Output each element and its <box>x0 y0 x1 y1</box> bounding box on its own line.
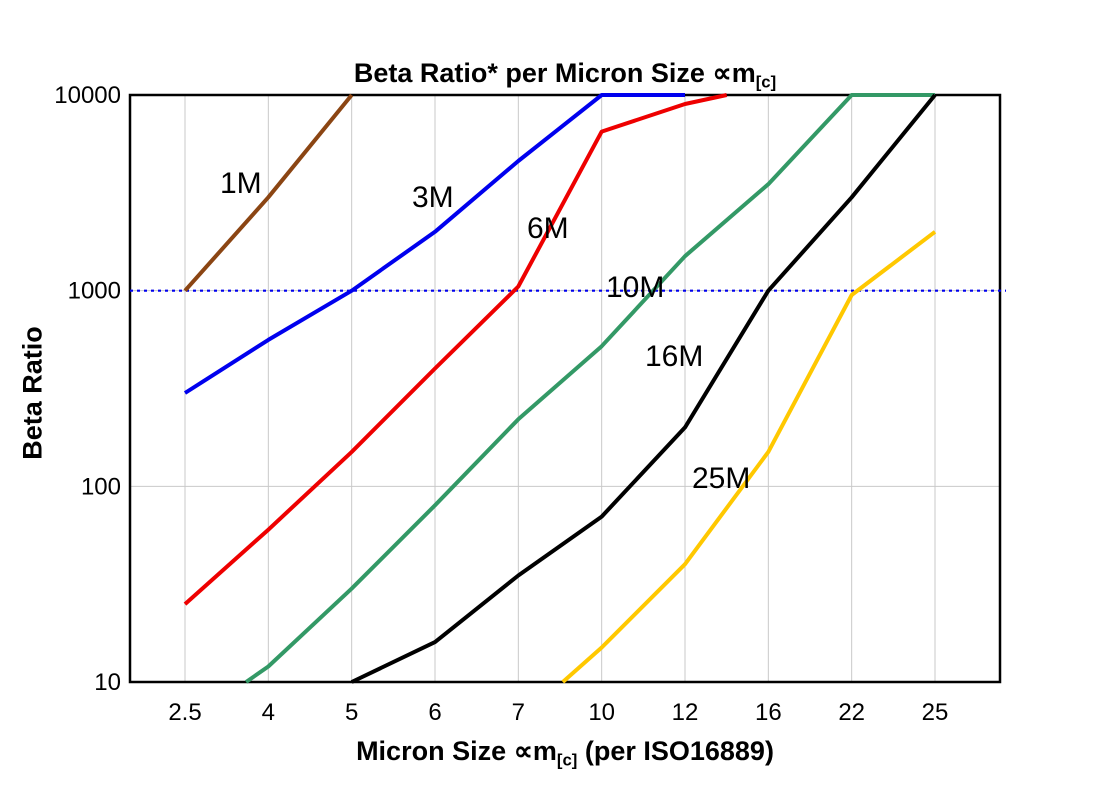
series-line-6M <box>183 93 728 606</box>
x-tick-label: 7 <box>512 699 525 726</box>
series-label-3M: 3M <box>412 181 454 214</box>
series-label-16M: 16M <box>645 340 703 373</box>
x-axis-title-text: Micron Size ∝m <box>356 736 557 766</box>
chart-title: Beta Ratio* per Micron Size ∝m[c] <box>130 58 1000 92</box>
x-tick-label: 5 <box>345 699 358 726</box>
x-tick-label: 16 <box>755 699 782 726</box>
series-line-3M <box>183 93 685 395</box>
y-tick-label: 10000 <box>54 82 121 109</box>
series-line-10M <box>244 93 935 684</box>
x-tick-label: 25 <box>922 699 949 726</box>
series-line-16M <box>350 93 937 684</box>
chart-title-subscript: [c] <box>755 72 777 92</box>
series-line-25M <box>561 230 937 684</box>
x-axis-title-subscript: [c] <box>556 750 578 770</box>
x-axis-title-post: (per ISO16889) <box>577 736 774 766</box>
series-label-6M: 6M <box>527 212 569 245</box>
x-tick-label: 4 <box>262 699 275 726</box>
y-tick-label: 1000 <box>68 278 121 305</box>
x-tick-label: 10 <box>588 699 615 726</box>
series-label-10M: 10M <box>606 271 664 304</box>
x-axis-title: Micron Size ∝m[c] (per ISO16889) <box>130 736 1000 770</box>
y-tick-label: 10 <box>94 669 121 696</box>
y-axis-title: Beta Ratio <box>17 326 48 460</box>
series-label-1M: 1M <box>220 167 262 200</box>
chart-title-text: Beta Ratio* per Micron Size ∝m <box>353 58 756 88</box>
x-tick-label: 2.5 <box>168 699 201 726</box>
series-label-25M: 25M <box>692 462 750 495</box>
x-tick-label: 12 <box>672 699 699 726</box>
x-tick-label: 6 <box>428 699 441 726</box>
x-tick-label: 22 <box>838 699 865 726</box>
series-line-1M <box>183 93 354 293</box>
y-tick-label: 100 <box>81 473 121 500</box>
